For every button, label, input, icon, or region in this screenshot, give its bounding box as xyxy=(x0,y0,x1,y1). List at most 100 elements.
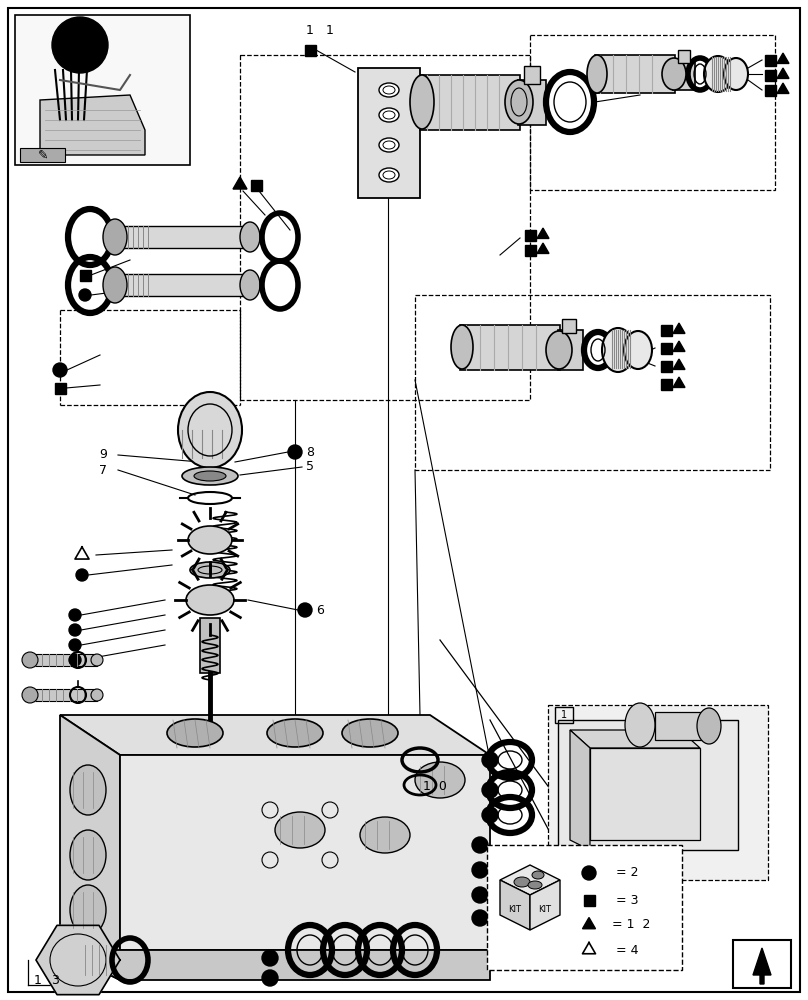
Ellipse shape xyxy=(624,331,652,369)
Circle shape xyxy=(69,639,81,651)
Circle shape xyxy=(472,837,488,853)
Text: 8: 8 xyxy=(306,446,314,458)
Circle shape xyxy=(262,970,278,986)
Ellipse shape xyxy=(70,765,106,815)
Ellipse shape xyxy=(91,654,103,666)
Ellipse shape xyxy=(342,719,398,747)
Ellipse shape xyxy=(697,708,721,744)
Bar xyxy=(20,148,65,162)
Ellipse shape xyxy=(360,817,410,853)
Text: 6: 6 xyxy=(316,603,324,616)
Bar xyxy=(524,244,536,255)
Bar xyxy=(358,68,420,198)
Bar xyxy=(420,75,520,130)
Text: 3: 3 xyxy=(51,974,59,986)
Bar xyxy=(660,324,671,336)
Polygon shape xyxy=(673,377,685,387)
Ellipse shape xyxy=(602,328,634,372)
Bar xyxy=(558,330,583,370)
Bar xyxy=(79,269,90,280)
Bar xyxy=(25,689,97,701)
Polygon shape xyxy=(537,228,549,238)
Circle shape xyxy=(472,887,488,903)
Bar xyxy=(250,180,262,190)
Ellipse shape xyxy=(240,270,260,300)
Ellipse shape xyxy=(240,222,260,252)
Ellipse shape xyxy=(182,467,238,485)
Ellipse shape xyxy=(178,392,242,468)
Text: ✎: ✎ xyxy=(38,148,48,161)
Ellipse shape xyxy=(528,881,542,889)
Ellipse shape xyxy=(662,58,686,90)
Text: 1: 1 xyxy=(34,974,42,986)
Circle shape xyxy=(53,363,67,377)
Polygon shape xyxy=(36,925,120,995)
Bar xyxy=(733,940,791,988)
Text: KIT: KIT xyxy=(508,906,521,914)
Circle shape xyxy=(52,17,108,73)
Ellipse shape xyxy=(379,168,399,182)
Bar xyxy=(460,325,560,370)
Ellipse shape xyxy=(704,56,732,92)
Polygon shape xyxy=(530,880,560,930)
Text: 5: 5 xyxy=(306,460,314,474)
Bar xyxy=(764,70,776,81)
Polygon shape xyxy=(537,243,549,253)
Bar xyxy=(112,274,252,296)
Ellipse shape xyxy=(410,75,434,129)
Polygon shape xyxy=(570,730,700,748)
Ellipse shape xyxy=(275,812,325,848)
Ellipse shape xyxy=(91,689,103,701)
Ellipse shape xyxy=(625,703,655,747)
Circle shape xyxy=(482,782,498,798)
Text: 1: 1 xyxy=(326,23,334,36)
Circle shape xyxy=(582,866,596,880)
Polygon shape xyxy=(40,95,145,155)
Ellipse shape xyxy=(103,219,127,255)
Bar xyxy=(655,712,710,740)
Ellipse shape xyxy=(267,719,323,747)
Circle shape xyxy=(69,609,81,621)
Ellipse shape xyxy=(514,877,530,887)
Ellipse shape xyxy=(379,108,399,122)
Ellipse shape xyxy=(505,80,533,124)
Circle shape xyxy=(482,752,498,768)
Circle shape xyxy=(472,862,488,878)
Bar xyxy=(25,654,97,666)
Bar xyxy=(555,707,573,723)
Circle shape xyxy=(482,807,498,823)
Bar xyxy=(548,705,768,880)
Text: = 4: = 4 xyxy=(616,944,638,956)
Bar xyxy=(678,50,690,63)
Bar xyxy=(524,66,540,84)
Ellipse shape xyxy=(70,830,106,880)
Circle shape xyxy=(262,950,278,966)
Polygon shape xyxy=(60,715,120,980)
Bar xyxy=(200,618,220,673)
Ellipse shape xyxy=(532,871,544,879)
Polygon shape xyxy=(777,53,789,63)
Polygon shape xyxy=(570,730,590,850)
Text: 7: 7 xyxy=(99,464,107,477)
Text: = 2: = 2 xyxy=(616,866,638,880)
Bar xyxy=(240,55,530,400)
Polygon shape xyxy=(60,715,490,755)
Polygon shape xyxy=(777,68,789,78)
Bar xyxy=(764,54,776,66)
Ellipse shape xyxy=(724,58,748,90)
Circle shape xyxy=(69,654,81,666)
Polygon shape xyxy=(753,948,771,984)
Text: 9: 9 xyxy=(99,448,107,462)
Polygon shape xyxy=(673,341,685,351)
Bar xyxy=(660,378,671,389)
Polygon shape xyxy=(120,755,490,950)
Ellipse shape xyxy=(194,471,226,481)
Bar xyxy=(518,80,546,125)
Text: KIT: KIT xyxy=(538,906,552,914)
Polygon shape xyxy=(673,359,685,369)
Text: 1: 1 xyxy=(561,710,567,720)
Bar xyxy=(112,226,252,248)
Ellipse shape xyxy=(70,885,106,935)
Circle shape xyxy=(79,289,91,301)
Polygon shape xyxy=(777,83,789,93)
